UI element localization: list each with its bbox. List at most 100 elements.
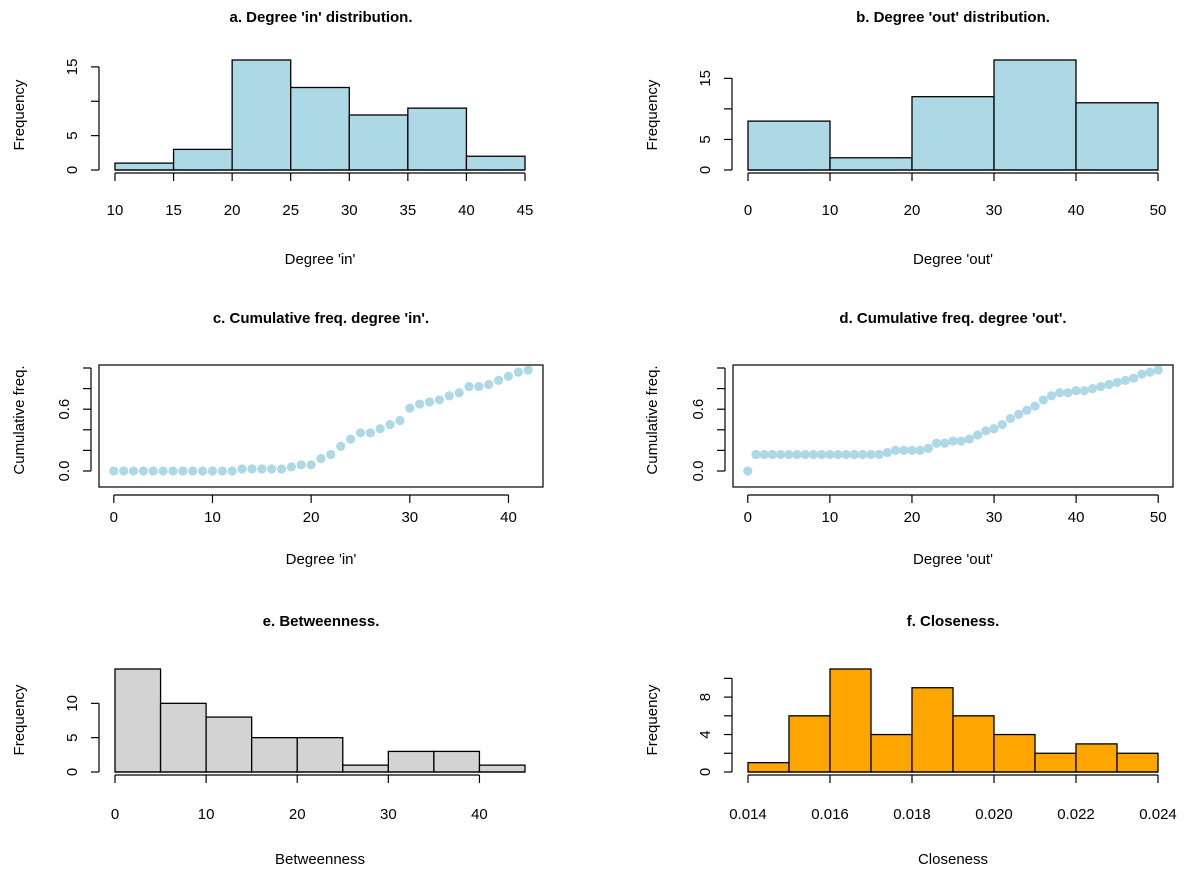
data-point <box>464 381 474 392</box>
histogram-bar <box>348 114 409 171</box>
data-point <box>825 449 835 460</box>
x-tick-label: 30 <box>986 509 1003 526</box>
x-tick-label: 45 <box>517 202 534 219</box>
data-point <box>336 441 346 451</box>
x-axis-label: Degree 'in' <box>285 251 356 268</box>
histogram-bar <box>290 86 350 171</box>
data-point <box>207 466 218 476</box>
y-axis-label: Frequency <box>11 684 28 755</box>
x-tick-label: 50 <box>1150 509 1167 526</box>
data-point <box>743 466 753 476</box>
histogram-bar <box>1034 752 1077 773</box>
x-tick-label: 40 <box>458 202 475 219</box>
data-point <box>444 391 454 401</box>
data-point <box>841 449 851 460</box>
data-point <box>1055 388 1065 398</box>
x-axis-label: Betweenness <box>275 851 365 868</box>
data-point <box>188 466 198 476</box>
x-tick-label: 40 <box>500 509 517 526</box>
data-point <box>882 447 892 458</box>
data-point <box>956 436 966 446</box>
x-tick-label: 40 <box>471 806 488 823</box>
data-point <box>434 395 444 405</box>
data-point <box>355 428 366 438</box>
y-tick-label: 0.6 <box>56 399 73 420</box>
y-tick-label: 0 <box>64 768 81 776</box>
x-tick-label: 0.024 <box>1139 806 1177 823</box>
data-point <box>833 449 843 460</box>
histogram-bar <box>829 668 872 773</box>
data-point <box>454 388 464 398</box>
x-tick-label: 30 <box>380 806 397 823</box>
data-point <box>866 449 876 460</box>
y-tick-label: 0.6 <box>690 399 707 420</box>
y-axis-label: Cumulative freq. <box>11 365 28 474</box>
data-point <box>973 430 983 440</box>
chart-panel-e: e. Betweenness. Betweenness Frequency 0 10 20… <box>11 613 526 868</box>
x-axis-label: Closeness <box>918 851 988 868</box>
data-point <box>158 466 168 476</box>
histogram-bar <box>114 162 175 171</box>
data-point <box>899 445 909 455</box>
plot-frame <box>98 364 544 488</box>
data-point <box>817 449 827 460</box>
histogram-bar <box>1116 752 1159 773</box>
x-tick-label: 35 <box>400 202 417 219</box>
chart-title: a. Degree 'in' distribution. <box>230 9 413 26</box>
data-point <box>523 365 533 375</box>
data-point <box>948 436 958 446</box>
data-point <box>808 449 819 460</box>
y-axis-label: Frequency <box>644 79 661 150</box>
y-tick-label: 4 <box>697 730 714 738</box>
histogram-bar <box>387 750 435 773</box>
data-point <box>237 464 247 474</box>
data-point <box>1005 413 1016 424</box>
data-point <box>1104 379 1114 390</box>
histogram-bar <box>251 737 298 773</box>
data-point <box>415 399 425 409</box>
histogram-bar <box>911 687 954 773</box>
x-tick-label: 0.018 <box>893 806 931 823</box>
data-point <box>1137 369 1147 379</box>
x-tick-label: 10 <box>822 509 839 526</box>
data-point <box>964 434 975 444</box>
data-point <box>405 403 415 413</box>
y-tick-label: 5 <box>64 131 81 139</box>
data-point <box>375 424 385 434</box>
data-point <box>346 434 356 444</box>
histogram-bar <box>159 702 207 773</box>
x-tick-label: 20 <box>224 202 241 219</box>
histogram-bar <box>870 733 913 773</box>
y-tick-label: 0.0 <box>690 461 707 482</box>
y-tick-label: 5 <box>697 135 714 143</box>
chart-panel-a: a. Degree 'in' distribution. Degree 'in' F… <box>11 9 533 268</box>
data-point <box>890 445 901 455</box>
data-point <box>227 466 237 476</box>
data-point <box>1120 375 1130 385</box>
data-point <box>759 449 769 460</box>
data-point <box>874 449 884 460</box>
x-tick-label: 10 <box>198 806 215 823</box>
data-point <box>276 464 287 474</box>
chart-title: e. Betweenness. <box>263 613 380 630</box>
chart-title: c. Cumulative freq. degree 'in'. <box>213 310 429 327</box>
data-point <box>981 426 991 436</box>
chart-panel-b: b. Degree 'out' distribution. Degree 'out… <box>644 9 1166 268</box>
data-point <box>858 449 868 460</box>
x-axis-label: Degree 'out' <box>913 251 993 268</box>
x-tick-label: 0.014 <box>729 806 767 823</box>
y-axis-label: Cumulative freq. <box>644 365 661 474</box>
x-tick-label: 0 <box>744 509 752 526</box>
histogram-bar <box>788 715 831 773</box>
histogram-bar <box>433 750 481 773</box>
data-point <box>1030 401 1040 411</box>
data-point <box>1096 381 1106 392</box>
x-tick-label: 0 <box>111 806 119 823</box>
histogram-bar <box>172 148 233 171</box>
data-point <box>217 466 227 476</box>
histogram-bar <box>911 96 995 171</box>
chart-title: f. Closeness. <box>907 613 1000 630</box>
data-point <box>326 449 336 460</box>
histogram-bar <box>296 737 344 773</box>
